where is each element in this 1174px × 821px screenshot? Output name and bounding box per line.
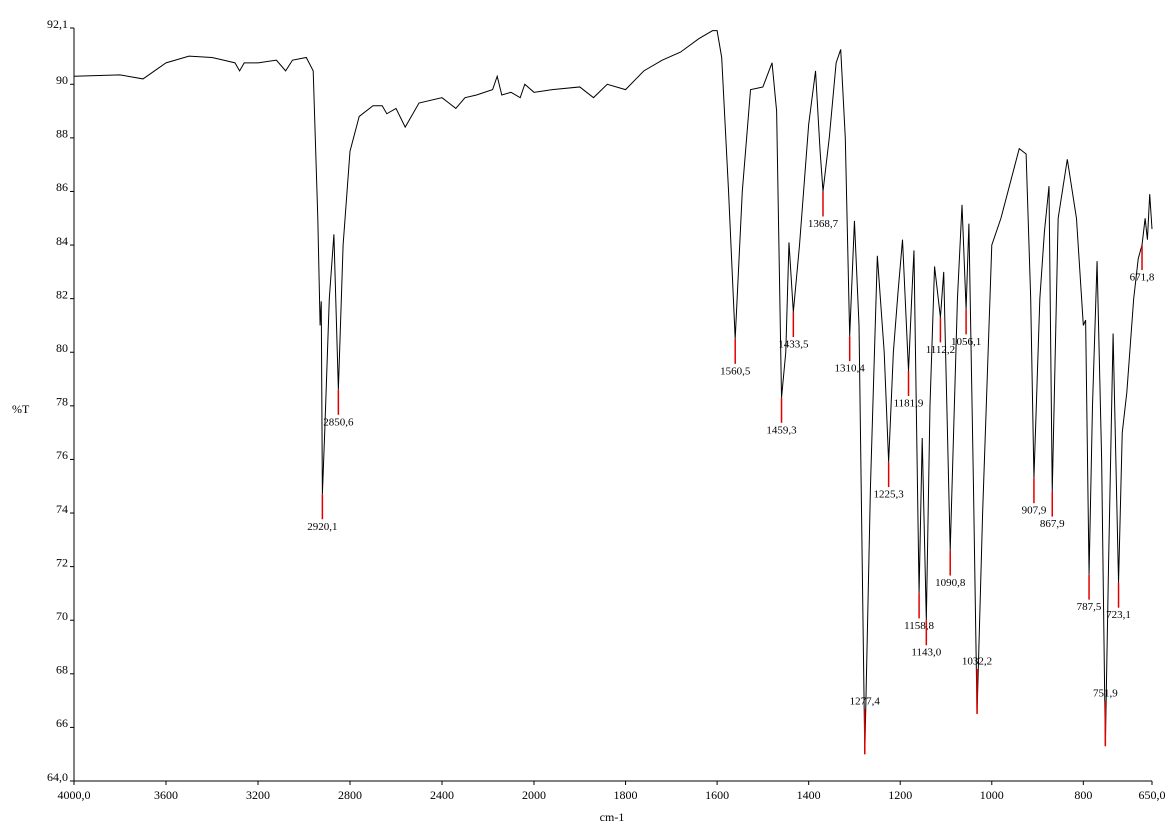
y-tick-label: 72 xyxy=(56,555,68,569)
y-axis-label: %T xyxy=(12,402,30,416)
peak-label: 1225,3 xyxy=(874,489,905,501)
y-tick-label: 80 xyxy=(56,341,68,355)
y-tick-label: 82 xyxy=(56,287,68,301)
spectrum-line xyxy=(73,30,1153,755)
peak-label: 2850,6 xyxy=(323,416,354,428)
x-tick-label: 1400 xyxy=(797,788,821,802)
peak-label: 867,9 xyxy=(1040,518,1065,530)
x-tick-label: 1600 xyxy=(705,788,729,802)
y-tick-label: 88 xyxy=(56,127,68,141)
y-tick-label: 84 xyxy=(56,234,68,248)
x-axis-label: cm-1 xyxy=(600,810,625,821)
y-tick-label: 86 xyxy=(56,180,68,194)
peak-label: 1459,3 xyxy=(766,424,797,436)
x-tick-label: 2000 xyxy=(522,788,546,802)
x-tick-label: 3600 xyxy=(154,788,178,802)
y-tick-label: 76 xyxy=(56,448,68,462)
peak-label: 1143,0 xyxy=(911,647,941,659)
x-tick-label: 1800 xyxy=(614,788,638,802)
peak-label: 671,8 xyxy=(1130,272,1155,284)
x-tick-label: 650,0 xyxy=(1139,788,1166,802)
peak-label: 723,1 xyxy=(1106,609,1131,621)
y-tick-label: 74 xyxy=(56,502,68,516)
peak-label: 1158,8 xyxy=(904,620,934,632)
peak-label: 1560,5 xyxy=(720,365,751,377)
y-tick-label: 66 xyxy=(56,716,68,730)
peak-label: 907,9 xyxy=(1022,505,1047,517)
peak-label: 1310,4 xyxy=(835,363,866,375)
y-tick-label: 92,1 xyxy=(47,17,68,31)
x-tick-label: 800 xyxy=(1074,788,1092,802)
peak-label: 1433,5 xyxy=(778,339,809,351)
x-tick-label: 3200 xyxy=(246,788,270,802)
peak-label: 787,5 xyxy=(1077,601,1102,613)
peak-label: 1277,4 xyxy=(850,696,881,708)
peak-label: 1056,1 xyxy=(951,336,981,348)
x-tick-label: 2800 xyxy=(338,788,362,802)
peak-label: 1181,9 xyxy=(894,398,924,410)
y-tick-label: 90 xyxy=(56,73,68,87)
y-tick-label: 64,0 xyxy=(47,770,68,784)
y-tick-label: 68 xyxy=(56,663,68,677)
x-tick-label: 2400 xyxy=(430,788,454,802)
peak-label: 751,9 xyxy=(1093,688,1118,700)
peak-label: 1112,2 xyxy=(926,344,955,356)
x-tick-label: 1200 xyxy=(888,788,912,802)
peak-label: 2920,1 xyxy=(307,521,337,533)
x-tick-label: 4000,0 xyxy=(58,788,91,802)
x-tick-label: 1000 xyxy=(980,788,1004,802)
peak-label: 1368,7 xyxy=(808,218,839,230)
peak-label: 1032,2 xyxy=(962,656,992,668)
y-tick-label: 78 xyxy=(56,395,68,409)
y-tick-label: 70 xyxy=(56,609,68,623)
peak-label: 1090,8 xyxy=(935,577,966,589)
